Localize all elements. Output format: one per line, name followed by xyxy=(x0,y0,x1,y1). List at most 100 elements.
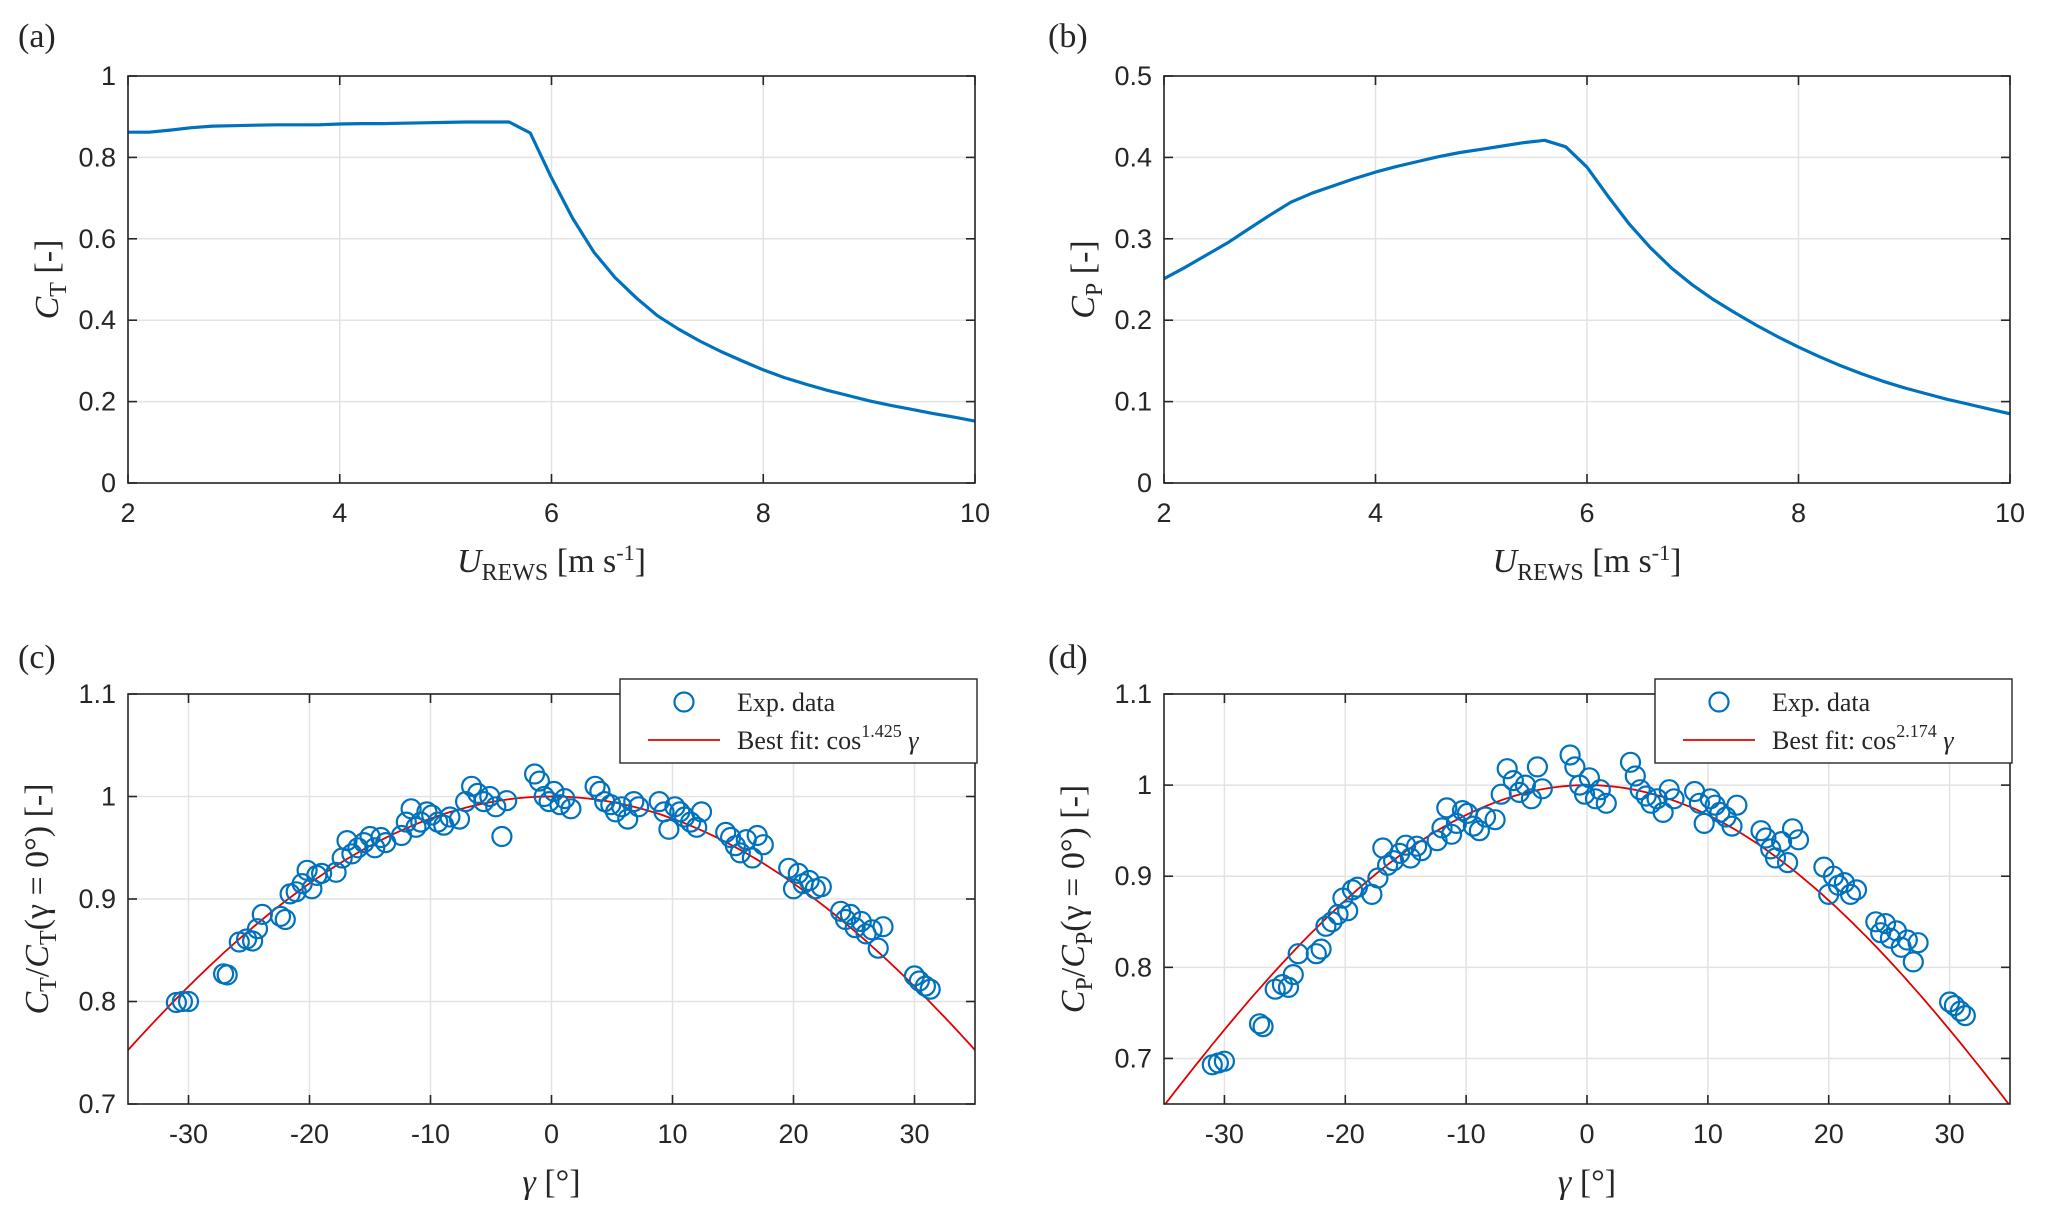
x-label-unit-close: ] xyxy=(635,543,646,580)
x-tick-label: 2 xyxy=(1156,498,1171,528)
y-tick-label: 0.4 xyxy=(78,305,116,335)
data-point xyxy=(1902,951,1924,973)
x-tick-label: -30 xyxy=(169,1119,208,1149)
data-point xyxy=(311,862,333,885)
x-tick-label: 8 xyxy=(756,498,771,528)
x-tick-label: 20 xyxy=(1814,1119,1844,1149)
y-label-den-symbol: C xyxy=(1055,945,1092,968)
data-point xyxy=(1496,758,1518,780)
x-axis-label: γ [°] xyxy=(522,1164,580,1201)
x-label-subscript: REWS xyxy=(1517,560,1584,586)
data-point xyxy=(538,790,560,813)
x-tick-label: 6 xyxy=(1579,498,1594,528)
data-point xyxy=(1619,751,1642,773)
legend-label-data: Exp. data xyxy=(1772,688,1871,717)
x-tick-label: 30 xyxy=(899,1119,929,1149)
x-tick-label: 4 xyxy=(332,498,347,528)
y-tick-label: 0.9 xyxy=(78,884,116,914)
data-point xyxy=(1514,774,1537,796)
plot-area xyxy=(1164,744,2010,1104)
data-point xyxy=(1248,1013,1271,1035)
data-point xyxy=(715,821,737,844)
y-tick-label: 0.9 xyxy=(1114,861,1152,891)
data-point xyxy=(690,801,713,823)
y-tick-label: 0.8 xyxy=(78,142,116,172)
data-point xyxy=(1440,823,1463,845)
data-point xyxy=(627,796,650,818)
data-point xyxy=(1436,797,1458,819)
data-point xyxy=(246,918,269,940)
y-axis-label: CP/CP(γ = 0°) [-] xyxy=(1055,785,1098,1013)
plot-area xyxy=(128,120,975,423)
x-tick-label: 30 xyxy=(1935,1119,1965,1149)
data-point xyxy=(1874,912,1897,935)
data-point xyxy=(810,876,832,898)
x-label-unit: [m s xyxy=(1584,543,1652,580)
data-point xyxy=(872,916,894,938)
panel-c: (c)-30 -20 -10 0 10 20 300.70.80.911.1γ [°]CT/… xyxy=(18,639,978,1201)
data-point xyxy=(1896,929,1918,951)
x-tick-label: 0 xyxy=(544,1119,559,1149)
data-point xyxy=(1770,830,1793,853)
data-point xyxy=(1252,1015,1274,1038)
y-tick-label: 1.1 xyxy=(1114,679,1152,709)
y-tick-label: 0.4 xyxy=(1114,142,1152,172)
x-axis-label: γ [°] xyxy=(1558,1164,1616,1201)
plot-area xyxy=(1164,138,2010,416)
panel-label: (b) xyxy=(1048,18,1088,55)
data-point xyxy=(491,825,513,848)
series-line-cp xyxy=(1164,138,2010,416)
data-point xyxy=(686,816,708,838)
data-point xyxy=(549,794,571,816)
data-point xyxy=(1282,963,1304,986)
x-label-superscript: -1 xyxy=(616,540,634,565)
legend-fit-prefix: Best fit: cos xyxy=(737,726,861,755)
data-point xyxy=(461,775,483,797)
legend-fit-suffix: γ xyxy=(902,726,920,755)
data-point xyxy=(1907,932,1929,954)
data-point xyxy=(867,937,889,959)
data-point xyxy=(729,842,751,864)
y-tick-label: 0.2 xyxy=(78,387,116,417)
y-axis-label: CT/CT(γ = 0°) [-] xyxy=(19,783,62,1014)
data-point xyxy=(347,837,369,859)
data-point xyxy=(1321,911,1343,933)
data-point xyxy=(1589,779,1611,801)
data-point xyxy=(658,818,680,840)
x-tick-label: -20 xyxy=(290,1119,329,1149)
data-point xyxy=(1595,792,1617,814)
data-point xyxy=(216,964,238,986)
x-label-unit: [°] xyxy=(1571,1164,1616,1201)
data-point xyxy=(839,903,862,926)
data-point xyxy=(560,798,582,820)
data-point xyxy=(1624,765,1646,787)
legend-label-data: Exp. data xyxy=(737,688,836,717)
panel-label: (a) xyxy=(18,18,56,55)
data-point xyxy=(1839,883,1862,906)
data-point xyxy=(1954,1004,1976,1027)
y-label-symbol: C xyxy=(29,296,66,319)
x-label-superscript: -1 xyxy=(1652,540,1670,565)
y-tick-label: 1 xyxy=(101,782,116,812)
data-point xyxy=(496,789,518,812)
x-label-symbol: U xyxy=(457,543,484,580)
y-tick-label: 0 xyxy=(101,468,116,498)
data-point xyxy=(543,780,565,803)
legend-marker-icon xyxy=(673,691,695,713)
y-axis-label: CT [-] xyxy=(29,240,72,320)
data-point xyxy=(1721,815,1743,837)
data-point xyxy=(1833,871,1856,894)
data-point xyxy=(1865,911,1887,933)
data-point xyxy=(844,917,866,939)
x-tick-label: 10 xyxy=(1693,1119,1723,1149)
y-label-den-symbol: C xyxy=(19,945,56,968)
y-label-symbol: C xyxy=(1065,296,1102,319)
data-point xyxy=(1845,879,1868,901)
y-label-num-symbol: C xyxy=(1055,990,1092,1013)
data-point xyxy=(1787,829,1810,851)
x-label-unit: [m s xyxy=(548,543,616,580)
data-point xyxy=(1531,778,1553,800)
y-tick-label: 0.7 xyxy=(1114,1043,1152,1073)
x-tick-label: 20 xyxy=(778,1119,808,1149)
